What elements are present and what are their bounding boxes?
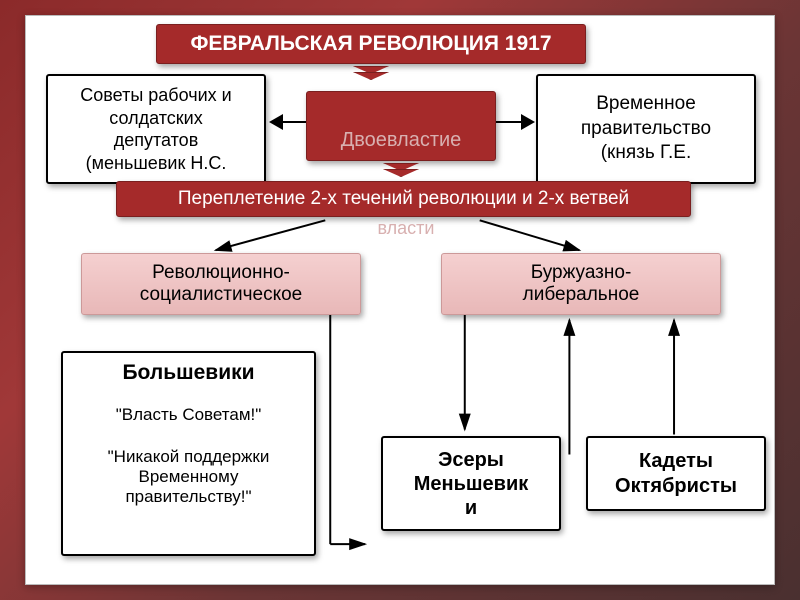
kadets-box: Кадеты Октябристы [586,436,766,511]
arrow-right-line [496,121,521,123]
arrow-left-head [269,114,283,130]
esers-line3: и [465,496,477,520]
soviets-line1: Советы рабочих и [80,84,231,107]
branch-revolutionary: Революционно- социалистическое [81,253,361,315]
title-box: ФЕВРАЛЬСКАЯ РЕВОЛЮЦИЯ 1917 [156,24,586,64]
branch-left-line1: Революционно- [152,262,290,284]
soviets-line2: солдатских [109,107,202,130]
soviets-line3: депутатов [114,129,199,152]
arrow-right-head [521,114,535,130]
bolsheviks-slogan2b: Временному [139,467,239,487]
soviets-line4: (меньшевик Н.С. [86,152,227,175]
esers-line1: Эсеры [438,448,504,472]
arrow-left-line [281,121,306,123]
banner-text: Переплетение 2-х течений революции и 2-х… [178,188,629,210]
bolsheviks-slogan2c: правительству!" [125,487,251,507]
kadets-line1: Кадеты [639,449,713,474]
chevron-down-icon-2 [383,163,419,177]
bolsheviks-slogan2a: "Никакой поддержки [108,447,270,467]
provisional-line1: Временное [596,92,696,117]
diagram-panel: ФЕВРАЛЬСКАЯ РЕВОЛЮЦИЯ 1917 Советы рабочи… [25,15,775,585]
branch-left-line2: социалистическое [140,284,302,306]
center-label: Двоевластие [341,129,462,152]
provisional-gov-box: Временное правительство (князь Г.Е. [536,74,756,184]
provisional-line2: правительство [581,117,711,142]
kadets-line2: Октябристы [615,474,737,499]
bolsheviks-slogan1: "Власть Советам!" [116,405,262,425]
branch-right-line2: либеральное [523,284,640,306]
branch-bourgeois: Буржуазно- либеральное [441,253,721,315]
center-dvoevlastie-box: Двоевластие [306,91,496,161]
title-text: ФЕВРАЛЬСКАЯ РЕВОЛЮЦИЯ 1917 [191,32,552,56]
banner-tail: власти [366,218,446,239]
bolsheviks-title: Большевики [122,361,254,385]
chevron-down-icon [353,66,389,80]
esers-mensheviks-box: Эсеры Меньшевик и [381,436,561,531]
esers-line2: Меньшевик [414,472,529,496]
bolsheviks-box: Большевики "Власть Советам!" "Никакой по… [61,351,316,556]
branch-right-line1: Буржуазно- [531,262,632,284]
provisional-line3: (князь Г.Е. [601,141,692,166]
intertwining-banner: Переплетение 2-х течений революции и 2-х… [116,181,691,217]
soviets-box: Советы рабочих и солдатских депутатов (м… [46,74,266,184]
